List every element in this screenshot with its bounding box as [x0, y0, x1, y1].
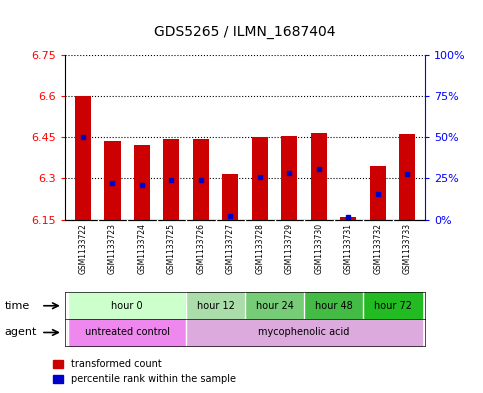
Bar [104, 141, 120, 220]
Text: time: time [5, 301, 30, 311]
Text: hour 12: hour 12 [197, 301, 235, 311]
Text: GSM1133726: GSM1133726 [197, 223, 205, 274]
Text: hour 24: hour 24 [256, 301, 294, 311]
Bar [281, 136, 298, 220]
Text: GSM1133722: GSM1133722 [78, 223, 87, 274]
Bar [163, 139, 180, 220]
Text: hour 48: hour 48 [315, 301, 353, 311]
Bar [370, 166, 386, 220]
Text: GSM1133725: GSM1133725 [167, 223, 176, 274]
Bar [134, 145, 150, 220]
Bar [311, 133, 327, 220]
Text: hour 0: hour 0 [111, 301, 143, 311]
Bar [252, 137, 268, 220]
Text: hour 72: hour 72 [373, 301, 412, 311]
Text: mycophenolic acid: mycophenolic acid [258, 327, 350, 338]
Text: GDS5265 / ILMN_1687404: GDS5265 / ILMN_1687404 [155, 25, 336, 39]
Legend: transformed count, percentile rank within the sample: transformed count, percentile rank withi… [53, 359, 236, 384]
Bar [340, 217, 356, 220]
Text: untreated control: untreated control [85, 327, 170, 338]
Text: GSM1133729: GSM1133729 [285, 223, 294, 274]
Bar [222, 174, 239, 220]
Bar [75, 96, 91, 220]
Text: GSM1133724: GSM1133724 [137, 223, 146, 274]
Text: GSM1133730: GSM1133730 [314, 223, 323, 274]
Text: GSM1133728: GSM1133728 [256, 223, 264, 274]
Text: GSM1133727: GSM1133727 [226, 223, 235, 274]
Bar [399, 134, 415, 220]
Text: GSM1133723: GSM1133723 [108, 223, 117, 274]
Text: agent: agent [5, 327, 37, 338]
Bar [193, 139, 209, 220]
Text: GSM1133733: GSM1133733 [403, 223, 412, 274]
Text: GSM1133732: GSM1133732 [373, 223, 383, 274]
Text: GSM1133731: GSM1133731 [344, 223, 353, 274]
